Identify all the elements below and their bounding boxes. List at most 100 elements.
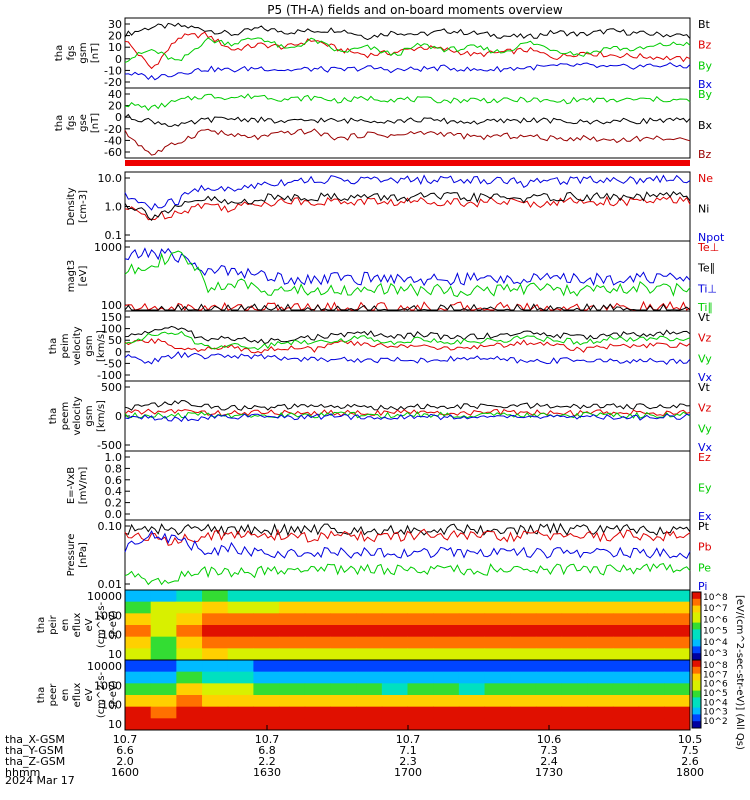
heatmap-cell [125, 706, 152, 719]
heatmap-cell [664, 613, 691, 626]
colorbar-cell [692, 592, 701, 596]
y-axis-label: velocity [72, 326, 83, 365]
heatmap-cell [253, 671, 280, 684]
heatmap-cell [330, 601, 357, 614]
y-axis-label: [km/s] [96, 330, 107, 362]
heatmap-cell [587, 683, 614, 696]
heatmap-cell [356, 636, 383, 649]
colorbar-cell [692, 711, 701, 715]
colorbar-cell [692, 697, 701, 702]
separator-band [125, 160, 690, 166]
heatmap-cell [484, 718, 511, 731]
heatmap-cell [253, 590, 280, 603]
y-tick-label: 100 [101, 629, 122, 642]
heatmap-cell [535, 660, 563, 673]
legend-label: Bx [698, 78, 713, 91]
heatmap-cell [150, 601, 177, 614]
heatmap-cell [612, 625, 640, 638]
heatmap-cell [279, 625, 306, 638]
heatmap-cell [176, 601, 203, 614]
heatmap-cell [202, 590, 229, 603]
heatmap-cell [227, 695, 254, 708]
heatmap-cell [381, 683, 408, 696]
colorbar-cell [692, 649, 701, 654]
series-line-Vx [124, 413, 691, 423]
heatmap-cell [433, 590, 460, 603]
orbit-labels: tha_X-GSM 10.7 10.7 10.7 10.6 10.5 tha_Y-GSM 6.… [5, 725, 704, 779]
heatmap-cell [150, 718, 177, 731]
y-axis-label: peer [48, 683, 59, 707]
heatmap-cell [227, 648, 254, 661]
heatmap-cell [176, 683, 203, 696]
series-line-Pb [124, 528, 691, 546]
y-tick-label: 0.4 [105, 485, 123, 498]
heatmap-cell [407, 601, 434, 614]
y-axis-label: eflux [72, 683, 83, 708]
heatmap-cell [356, 601, 383, 614]
y-axis-label: tha [36, 687, 47, 703]
heatmap-cell [253, 648, 280, 661]
heatmap-cell [587, 718, 614, 731]
heatmap-cell [510, 636, 537, 649]
series-line-Pi [124, 530, 691, 560]
heatmap-cell [202, 671, 229, 684]
legend-label: Ni [698, 203, 709, 216]
heatmap-cell [458, 695, 486, 708]
heatmap-cell [458, 683, 486, 696]
y-axis-label: eflux [72, 613, 83, 638]
heatmap-cell [330, 625, 357, 638]
date-label: 2024 Mar 17 [5, 774, 75, 787]
heatmap-cell [587, 590, 614, 603]
y-tick-label: 20 [108, 100, 122, 113]
y-axis-label: peim [60, 333, 71, 358]
orbit-value: 1800 [676, 766, 704, 779]
heatmap-cell [330, 590, 357, 603]
heatmap-cell [433, 625, 460, 638]
y-tick-label: 1000 [94, 241, 122, 254]
heatmap-cell [458, 636, 486, 649]
heatmap-cell [381, 613, 408, 626]
heatmap-cell [433, 613, 460, 626]
heatmap-cell [510, 648, 537, 661]
panel-efield: 1.00.80.60.40.20.0 E=-VxB [mV/m] Ez Ey Ex [66, 450, 712, 523]
heatmap-cell [125, 648, 152, 661]
heatmap-cell [638, 590, 665, 603]
y-axis-label: [mV/m] [78, 467, 89, 505]
heatmap-cell [176, 613, 203, 626]
heatmap-cell [125, 671, 152, 684]
orbit-row-label: hhmm [5, 766, 40, 779]
heatmap-cell [535, 718, 563, 731]
y-tick-label: 0.6 [105, 474, 123, 487]
heatmap-cell [612, 613, 640, 626]
heatmap-cell [535, 695, 563, 708]
legend-label: Vx [698, 441, 713, 454]
heatmap-cell [510, 625, 537, 638]
y-axis-label: tha [54, 115, 65, 131]
heatmap-cell [304, 671, 331, 684]
colorbar-tick: 10^2 [703, 717, 728, 727]
heatmap-cell [150, 613, 177, 626]
legend-label: Vy [698, 352, 712, 365]
colorbar-cell [692, 721, 701, 726]
heatmap-cell [561, 625, 588, 638]
heatmap-cell [587, 601, 614, 614]
heatmap-cell [458, 601, 486, 614]
y-tick-label: 10 [108, 718, 122, 731]
colorbar-cell [692, 666, 701, 671]
series-line-Vz [124, 338, 691, 354]
heatmap-cell [407, 636, 434, 649]
heatmap-cell [330, 671, 357, 684]
colorbar-cell [692, 595, 701, 600]
heatmap-cell [279, 636, 306, 649]
heatmap-cell [202, 625, 229, 638]
heatmap-cell [407, 671, 434, 684]
y-tick-label: 0.8 [105, 462, 123, 475]
y-axis-label: tha [36, 617, 47, 633]
heatmap-cell [253, 613, 280, 626]
heatmap-cell [381, 695, 408, 708]
heatmap-cell [407, 683, 434, 696]
heatmap-cell [227, 718, 254, 731]
heatmap-cell [484, 636, 511, 649]
colorbar-tick: 10^4 [703, 638, 728, 648]
legend-label: Bt [698, 18, 711, 31]
